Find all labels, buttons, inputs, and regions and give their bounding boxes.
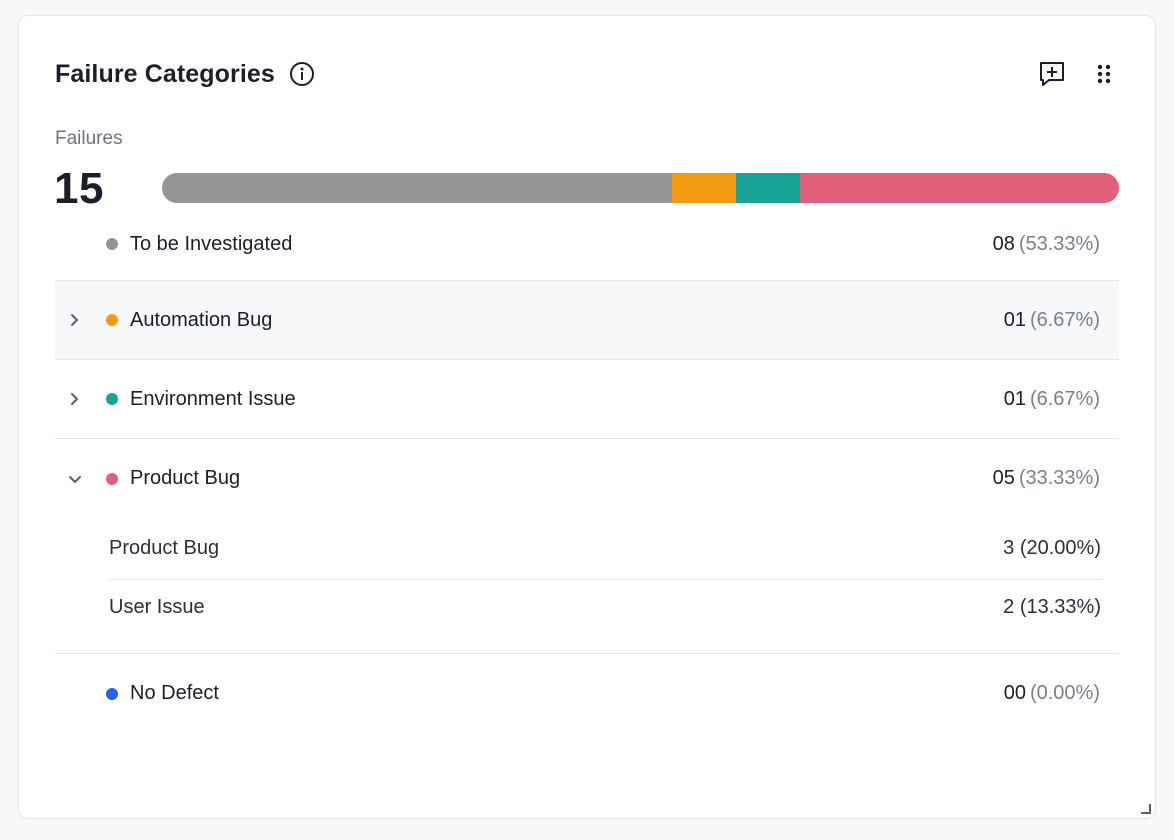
category-color-dot [106, 472, 118, 485]
category-color-dot [106, 238, 118, 250]
category-value: 01 (6.67%) [1004, 388, 1100, 411]
subcategory-label: User Issue [109, 596, 205, 618]
failure-distribution-bar [162, 173, 1119, 203]
category-value: 05 (33.33%) [993, 467, 1100, 490]
category-color-dot [106, 314, 118, 326]
category-row-automation-bug[interactable]: Automation Bug 01 (6.67%) [55, 281, 1119, 360]
category-percent: (6.67%) [1029, 387, 1100, 410]
distribution-segment-automation-bug[interactable] [672, 173, 737, 203]
category-label: Environment Issue [130, 387, 296, 410]
chevron-right-icon[interactable] [65, 389, 85, 409]
category-label: No Defect [130, 682, 219, 704]
category-color-dot [106, 393, 118, 405]
category-count: 00 [1003, 682, 1026, 704]
failure-categories-widget: Failure Categories [18, 15, 1156, 819]
distribution-segment-product-bug[interactable] [800, 173, 1119, 203]
failures-count: 15 [54, 164, 104, 213]
category-list: To be Investigated 08 (53.33%) Automation… [55, 208, 1119, 733]
category-percent: (0.00%) [1029, 682, 1100, 704]
category-color-dot [106, 687, 118, 700]
chevron-right-icon[interactable] [65, 310, 85, 330]
category-percent: (33.33%) [1018, 467, 1100, 489]
category-percent: (53.33%) [1018, 232, 1100, 255]
category-value: 08 (53.33%) [993, 233, 1100, 256]
category-label: Product Bug [130, 467, 241, 489]
subcategory-value: 2 (13.33%) [1003, 596, 1101, 618]
resize-handle[interactable] [1141, 804, 1151, 814]
category-value: 01 (6.67%) [1004, 309, 1100, 332]
category-percent: (6.67%) [1029, 308, 1100, 331]
category-label: Automation Bug [130, 308, 273, 331]
drag-handle-icon[interactable] [1089, 59, 1119, 89]
category-row-product-bug[interactable]: Product Bug 05 (33.33%) [55, 439, 1119, 518]
chevron-down-icon[interactable] [65, 469, 85, 489]
category-label: To be Investigated [130, 232, 293, 255]
category-count: 01 [1003, 308, 1026, 331]
subcategory-row-product-bug: Product Bug 3 (20.00%) [109, 518, 1101, 580]
subcategory-value: 3 (20.00%) [1003, 537, 1101, 559]
distribution-segment-environment-issue[interactable] [736, 173, 801, 203]
subcategory-label: Product Bug [109, 537, 220, 559]
category-row-to-be-investigated[interactable]: To be Investigated 08 (53.33%) [55, 208, 1119, 281]
category-row-environment-issue[interactable]: Environment Issue 01 (6.67%) [55, 360, 1119, 439]
distribution-segment-to-be-investigated[interactable] [162, 173, 673, 203]
failures-label: Failures [55, 128, 123, 149]
category-value: 00 (0.00%) [1004, 682, 1100, 705]
category-row-no-defect[interactable]: No Defect 00 (0.00%) [55, 654, 1119, 733]
category-count: 05 [992, 467, 1015, 489]
widget-title: Failure Categories [55, 59, 275, 88]
subcategory-row-user-issue: User Issue 2 (13.33%) [109, 580, 1101, 635]
header-actions [1037, 59, 1119, 89]
widget-header: Failure Categories [55, 56, 1119, 92]
category-count: 01 [1003, 387, 1026, 410]
info-circle-icon[interactable] [289, 61, 315, 87]
category-count: 08 [992, 232, 1015, 255]
product-bug-subcategories: Product Bug 3 (20.00%) User Issue 2 (13.… [55, 518, 1119, 654]
add-comment-icon[interactable] [1037, 59, 1067, 89]
